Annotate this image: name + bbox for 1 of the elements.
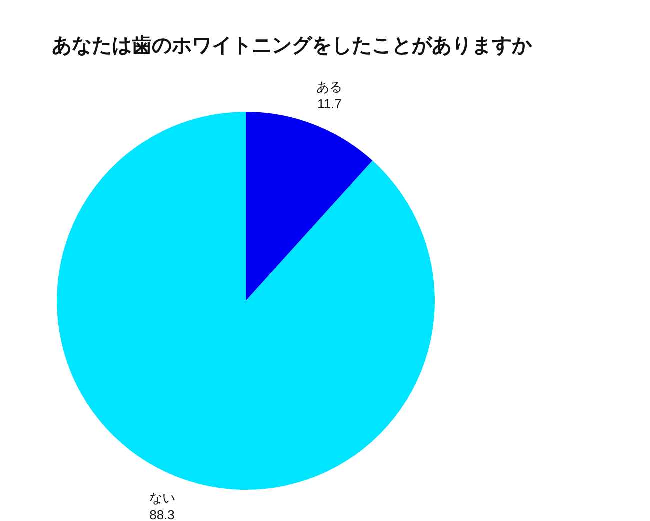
title: あなたは歯のホワイトニングをしたことがありますか	[52, 35, 532, 57]
